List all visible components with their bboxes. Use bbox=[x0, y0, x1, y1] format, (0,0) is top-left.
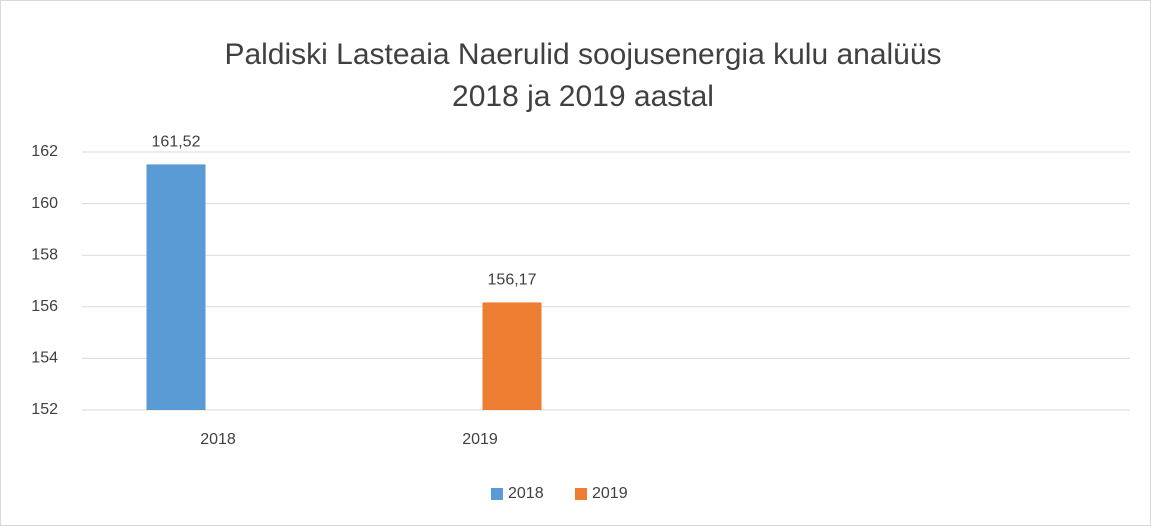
y-tick-label: 158 bbox=[31, 246, 58, 263]
legend-swatch bbox=[575, 488, 587, 500]
legend-swatch bbox=[491, 488, 503, 500]
legend-label: 2019 bbox=[592, 485, 628, 502]
y-tick-label: 154 bbox=[31, 350, 58, 367]
y-tick-label: 160 bbox=[31, 195, 58, 212]
x-tick-label: 2019 bbox=[462, 431, 498, 448]
bar bbox=[482, 302, 542, 410]
data-label: 156,17 bbox=[488, 272, 537, 289]
y-tick-label: 162 bbox=[31, 143, 58, 160]
y-tick-label: 156 bbox=[31, 298, 58, 315]
x-tick-label: 2018 bbox=[200, 431, 236, 448]
legend-label: 2018 bbox=[508, 485, 544, 502]
chart-title: 2018 ja 2019 aastal bbox=[452, 80, 714, 113]
chart-title: Paldiski Lasteaia Naerulid soojusenergia… bbox=[224, 38, 941, 71]
y-tick-label: 152 bbox=[31, 401, 58, 418]
bar bbox=[146, 164, 206, 410]
data-label: 161,52 bbox=[152, 134, 201, 151]
